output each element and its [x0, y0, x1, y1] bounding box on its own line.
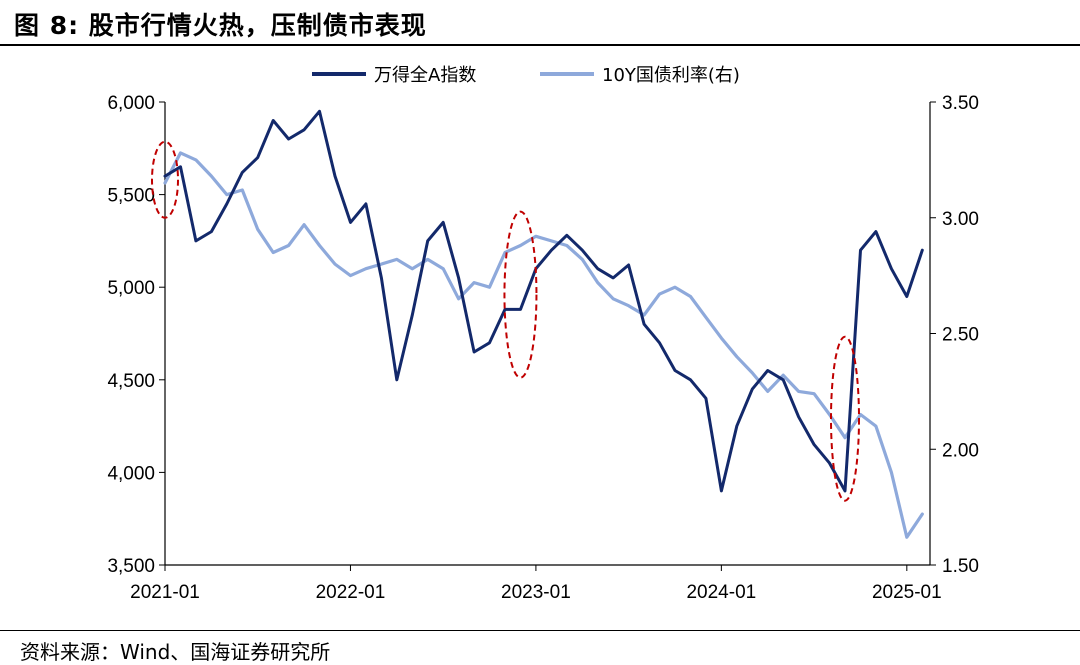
- highlight-ellipse: [151, 140, 179, 219]
- x-tick-label: 2021-01: [130, 582, 200, 603]
- highlight-ellipse: [830, 335, 860, 502]
- y-left-tick-label: 3,500: [107, 556, 155, 577]
- y-left-tick-label: 6,000: [107, 93, 155, 114]
- y-right-tick-label: 3.00: [942, 209, 979, 230]
- y-left-tick-label: 4,500: [107, 371, 155, 392]
- x-tick-label: 2022-01: [316, 582, 386, 603]
- y-right-tick-label: 2.50: [942, 325, 979, 346]
- x-tick-label: 2024-01: [686, 582, 756, 603]
- y-right-tick-label: 2.00: [942, 440, 979, 461]
- x-tick-label: 2025-01: [872, 582, 942, 603]
- series-line-wind-a-index: [163, 109, 924, 493]
- chart-series: [163, 109, 924, 539]
- series-line-10y-bond-yield: [163, 151, 924, 539]
- source-note: 资料来源：Wind、国海证券研究所: [20, 640, 331, 664]
- y-left-tick-label: 4,000: [107, 463, 155, 484]
- y-left-tick-label: 5,500: [107, 186, 155, 207]
- chart-axes: 3,500 4,000 4,500 5,000 5,500 6,000 1.50 2.00 2.…: [107, 93, 979, 603]
- title-divider: [0, 44, 1080, 46]
- chart-legend: 万得全A指数 10Y国债利率(右): [312, 65, 740, 86]
- legend-label: 10Y国债利率(右): [602, 65, 740, 86]
- footer-divider: [0, 630, 1080, 631]
- chart-annotations: [151, 140, 860, 502]
- x-tick-label: 2023-01: [501, 582, 571, 603]
- y-right-tick-label: 3.50: [942, 93, 979, 114]
- highlight-ellipse: [503, 210, 538, 379]
- y-left-tick-label: 5,000: [107, 278, 155, 299]
- legend-label: 万得全A指数: [374, 65, 476, 86]
- figure-title: 图 8: 股市行情火热，压制债市表现: [14, 11, 427, 40]
- y-right-tick-label: 1.50: [942, 556, 979, 577]
